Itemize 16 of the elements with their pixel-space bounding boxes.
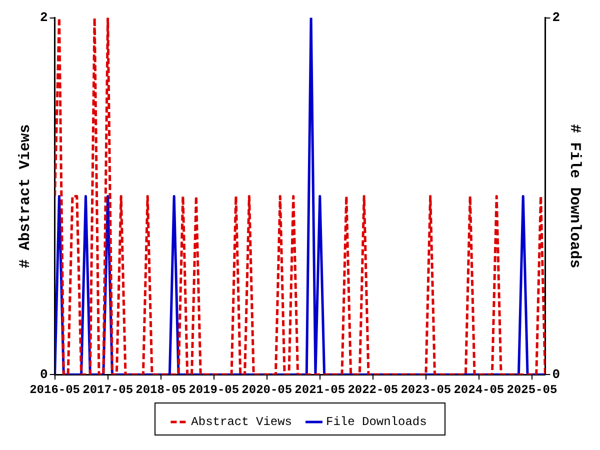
y2-tick-label: 0 xyxy=(552,366,560,382)
y2-axis-title: # File Downloads xyxy=(566,124,584,268)
legend-label: Abstract Views xyxy=(191,415,292,430)
y-axis-title: # Abstract Views xyxy=(16,124,34,268)
x-tick-label: 2016-05 xyxy=(30,382,80,397)
x-tick-label: 2020-05 xyxy=(242,382,292,397)
legend-label: File Downloads xyxy=(326,415,427,430)
x-tick-label: 2017-05 xyxy=(82,382,134,397)
x-tick-label: 2021-05 xyxy=(294,382,346,397)
x-tick-label: 2022-05 xyxy=(348,382,398,397)
x-tick-label: 2023-05 xyxy=(400,382,452,397)
x-tick-label: 2018-05 xyxy=(136,382,186,397)
x-tick-label: 2024-05 xyxy=(454,382,504,397)
x-tick-label: 2019-05 xyxy=(188,382,240,397)
x-tick-label: 2025-05 xyxy=(506,382,558,397)
y2-tick-label: 2 xyxy=(552,10,560,26)
